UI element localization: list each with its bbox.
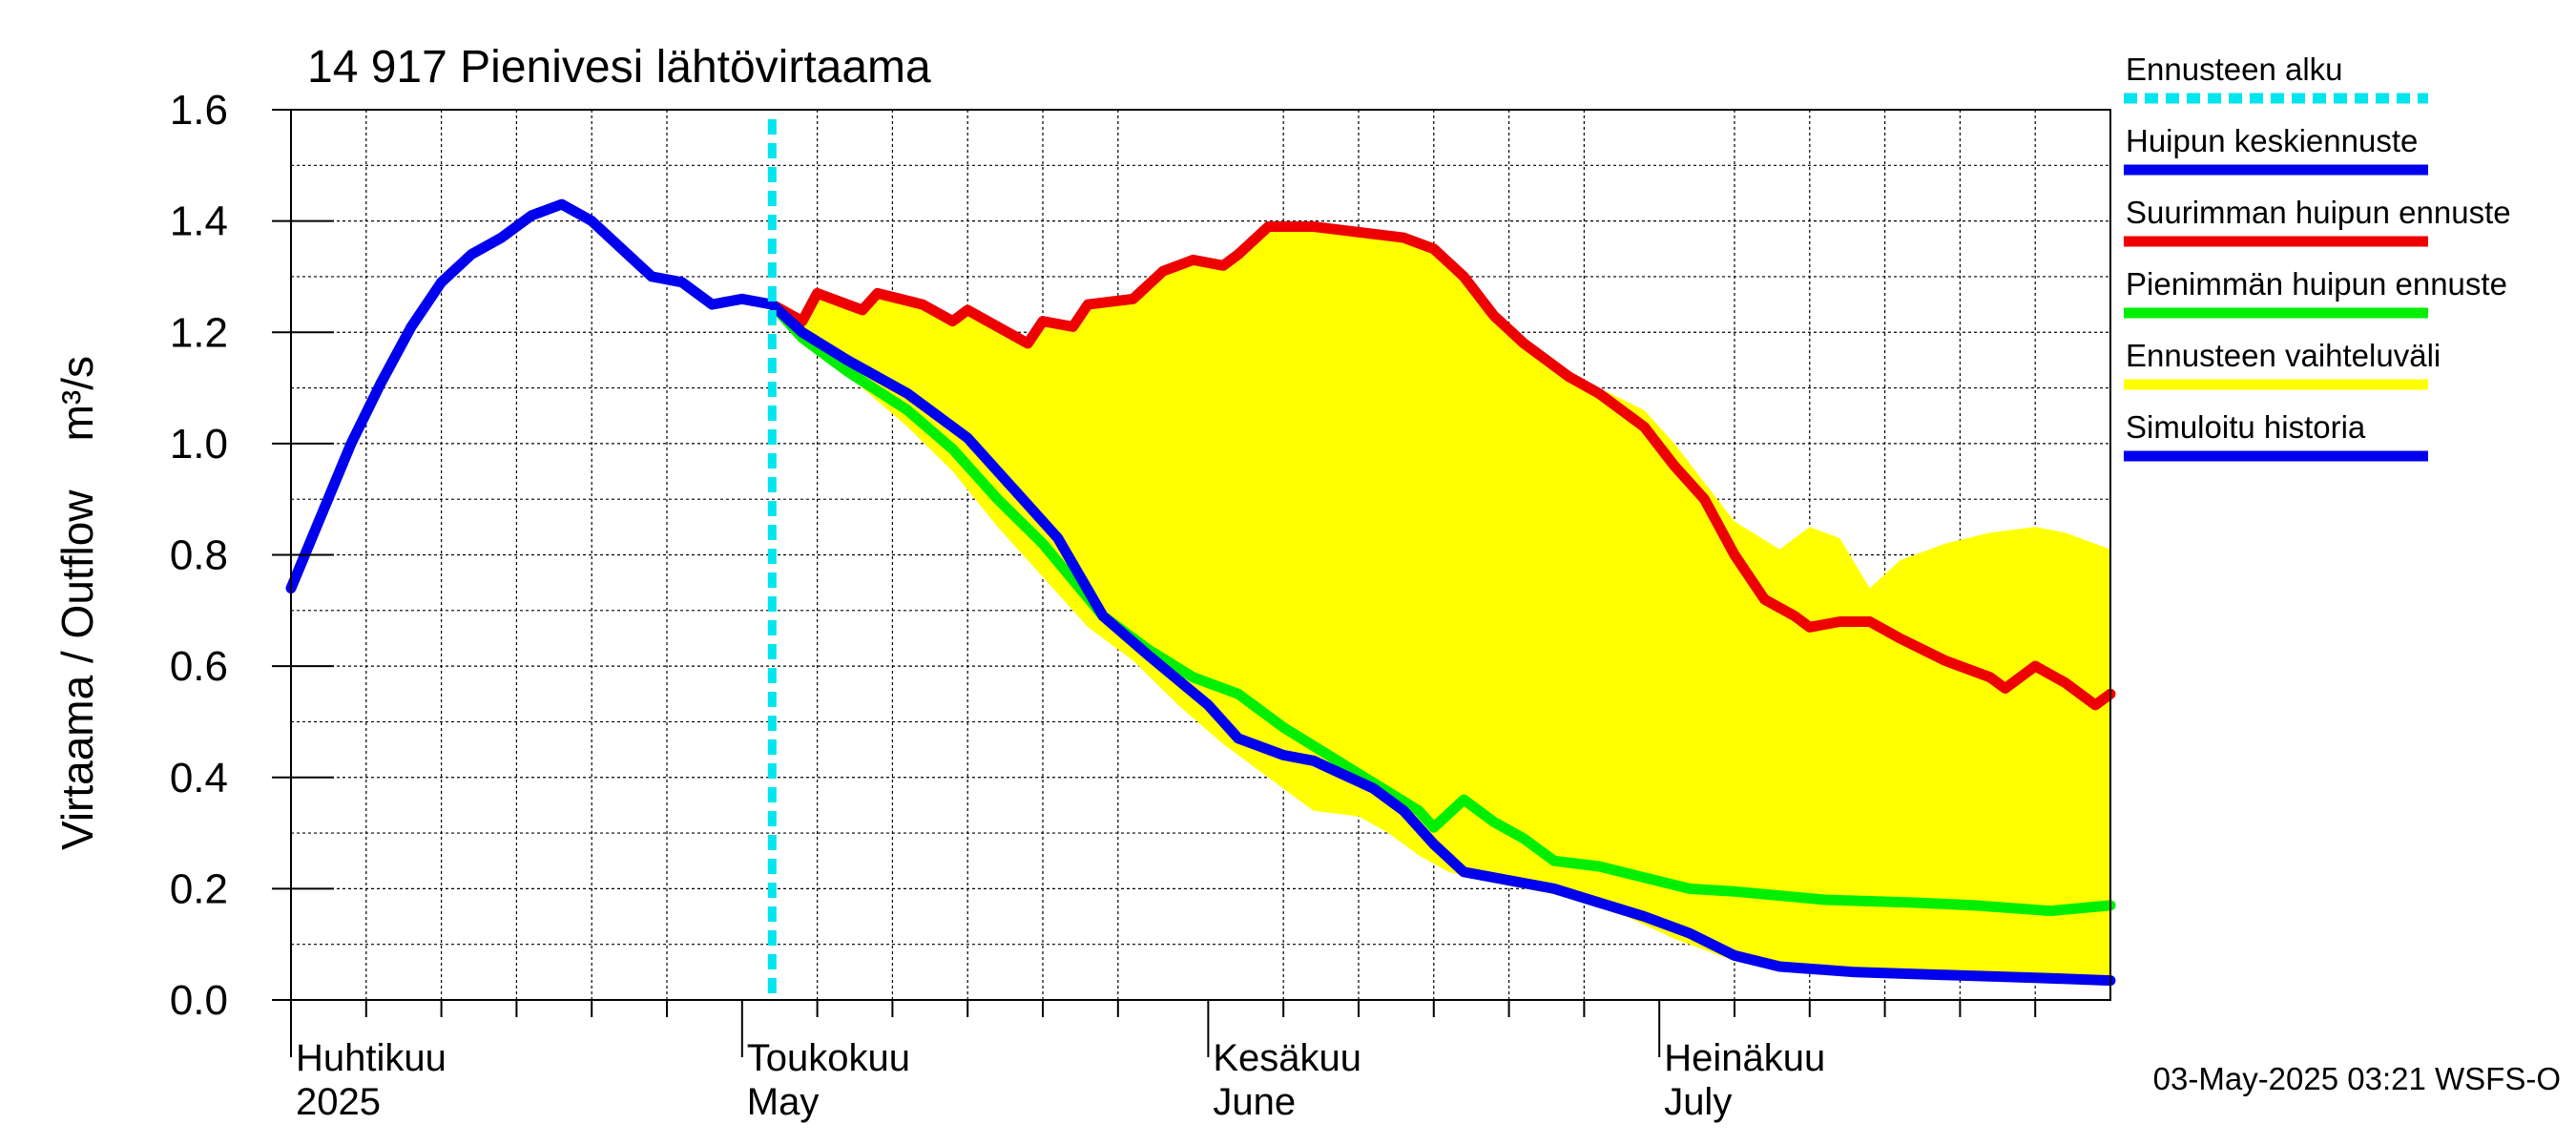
range-band-area xyxy=(772,226,2110,984)
legend-label: Ennusteen vaihteluväli xyxy=(2126,338,2441,373)
y-tick-label: 0.0 xyxy=(170,977,228,1024)
legend: Ennusteen alku Huipun keskiennuste Suurimm… xyxy=(2124,52,2511,462)
y-tick-label: 0.6 xyxy=(170,643,228,690)
month-label-en: July xyxy=(1664,1081,1732,1123)
series-mean-forecast xyxy=(766,299,2116,987)
series-min-forecast xyxy=(766,299,2116,917)
y-tick-label: 1.0 xyxy=(170,421,228,468)
x-axis-ticks xyxy=(290,1000,2037,1057)
y-tick-label: 1.6 xyxy=(170,87,228,134)
legend-label: Pienimmän huipun ennuste xyxy=(2126,266,2507,302)
legend-label: Suurimman huipun ennuste xyxy=(2126,195,2511,230)
y-tick-label: 0.2 xyxy=(170,865,228,912)
y-axis-label: Virtaama / Outflow m³/s xyxy=(52,356,102,850)
month-label-fi: Heinäkuu xyxy=(1664,1037,1825,1079)
y-axis-ticks: 0.0 0.2 0.4 0.6 0.8 1.0 1.2 1.4 1.6 xyxy=(170,87,334,1024)
series-layer xyxy=(285,198,2116,987)
month-label-en: June xyxy=(1213,1081,1296,1123)
legend-label: Simuloitu historia xyxy=(2126,409,2366,445)
month-label-en: 2025 xyxy=(296,1081,381,1123)
y-tick-label: 1.4 xyxy=(170,198,228,245)
timestamp: 03-May-2025 03:21 WSFS-O xyxy=(2153,1061,2561,1096)
axes: 0.0 0.2 0.4 0.6 0.8 1.0 1.2 1.4 1.6 Huhtikuu2025… xyxy=(170,87,2037,1123)
month-label-en: May xyxy=(747,1081,820,1123)
month-label-fi: Kesäkuu xyxy=(1213,1037,1361,1079)
legend-label: Ennusteen alku xyxy=(2126,52,2343,87)
series-max-forecast xyxy=(766,221,2116,711)
y-tick-label: 0.4 xyxy=(170,755,228,802)
legend-label: Huipun keskiennuste xyxy=(2126,123,2418,158)
y-tick-label: 0.8 xyxy=(170,532,228,579)
series-simulated-history xyxy=(285,198,778,593)
y-tick-label: 1.2 xyxy=(170,309,228,356)
month-label-fi: Huhtikuu xyxy=(296,1037,447,1079)
chart-title: 14 917 Pienivesi lähtövirtaama xyxy=(307,42,931,93)
plot-area xyxy=(285,109,2116,1001)
month-label-fi: Toukokuu xyxy=(747,1037,910,1079)
forecast-range-band xyxy=(772,226,2110,984)
